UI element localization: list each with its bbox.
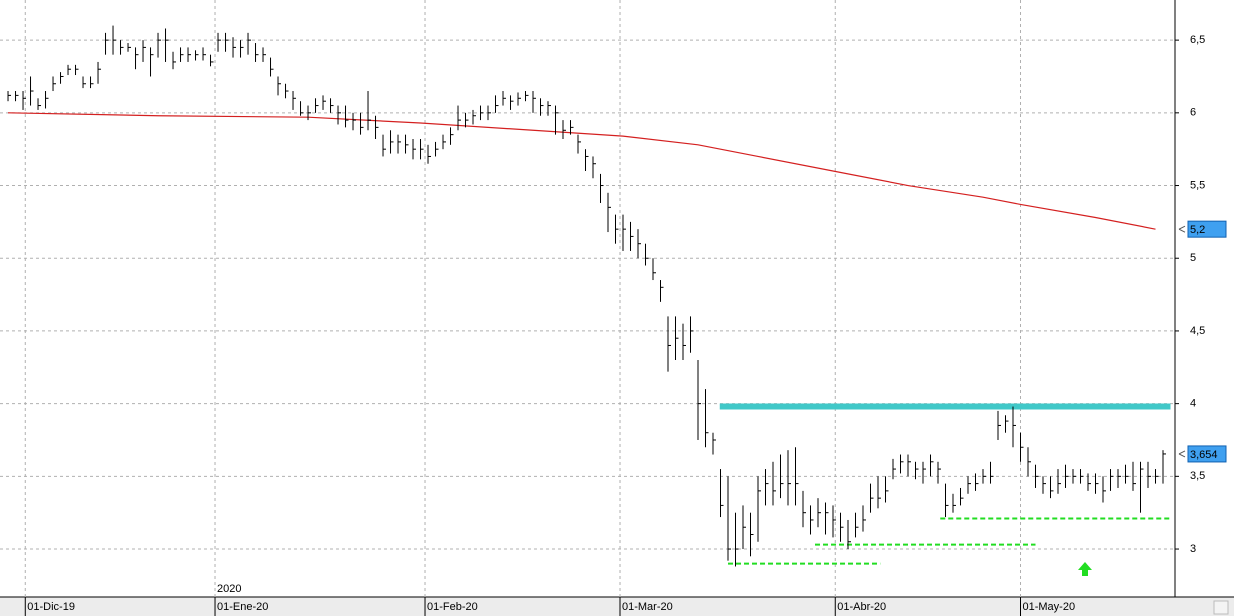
y-tick-label: 6 xyxy=(1190,107,1196,119)
last-value-label: 5,2 xyxy=(1190,224,1205,236)
x-tick-label: 01-Dic-19 xyxy=(27,601,75,613)
x-tick-label: 01-Abr-20 xyxy=(837,601,886,613)
x-tick-label: 01-Feb-20 xyxy=(427,601,478,613)
last-value-pointer xyxy=(1178,450,1186,458)
y-tick-label: 4,5 xyxy=(1190,325,1205,337)
x-tick-label: 01-Mar-20 xyxy=(622,601,673,613)
corner-icon xyxy=(1213,600,1229,615)
last-value-label: 3,654 xyxy=(1190,449,1218,461)
y-tick-label: 5 xyxy=(1190,252,1196,264)
y-tick-label: 5,5 xyxy=(1190,179,1205,191)
x-tick-label: 01-May-20 xyxy=(1023,601,1076,613)
y-tick-label: 4 xyxy=(1190,398,1196,410)
x-axis-band xyxy=(0,597,1234,616)
moving-average xyxy=(8,112,1156,230)
y-tick-label: 3 xyxy=(1190,543,1196,555)
last-value-pointer xyxy=(1178,225,1186,233)
up-arrow xyxy=(1078,562,1092,576)
y-tick-label: 6,5 xyxy=(1190,34,1205,46)
x-tick-label: 01-Ene-20 xyxy=(217,601,268,613)
last-value-box xyxy=(1187,445,1227,463)
year-label: 2020 xyxy=(217,583,241,595)
y-tick-label: 3,5 xyxy=(1190,470,1205,482)
last-value-box xyxy=(1187,220,1227,238)
